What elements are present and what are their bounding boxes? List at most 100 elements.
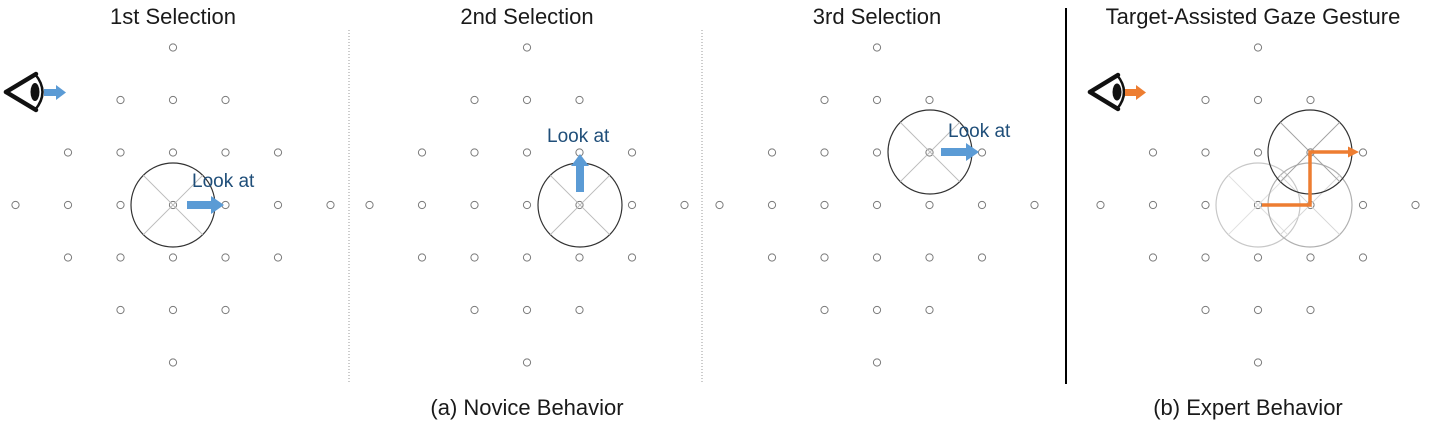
right-arrow-panel-3 <box>941 143 979 161</box>
target-dot <box>116 253 125 262</box>
target-dot <box>522 200 532 210</box>
target-dot <box>1201 305 1210 315</box>
target-dot <box>1201 148 1210 157</box>
target-dot <box>470 148 479 157</box>
target-dot <box>1253 305 1263 315</box>
target-dot <box>872 43 882 52</box>
target-dot <box>1148 253 1158 262</box>
target-dot <box>273 253 283 262</box>
target-dot <box>417 148 427 157</box>
panel-3-title: 3rd Selection <box>813 4 941 29</box>
target-dot <box>820 95 829 105</box>
target-dot <box>1358 200 1368 210</box>
target-dot <box>925 305 934 315</box>
target-dot <box>522 148 532 157</box>
target-dot <box>872 148 882 157</box>
target-dot <box>767 148 777 157</box>
target-dot <box>168 305 178 315</box>
target-dot <box>680 200 689 210</box>
target-dot <box>470 305 479 315</box>
target-dot <box>221 253 230 262</box>
target-dot <box>1096 200 1105 210</box>
target-dot <box>872 358 882 367</box>
target-dot <box>1306 305 1315 315</box>
target-dot <box>417 253 427 262</box>
look-at-label-panel-3: Look at <box>948 121 1011 142</box>
target-dot <box>872 253 882 262</box>
target-dot <box>820 148 829 157</box>
target-dot <box>522 305 532 315</box>
target-dot <box>1306 253 1315 262</box>
target-dot <box>1148 200 1158 210</box>
target-dot <box>116 148 125 157</box>
target-dot <box>715 200 724 210</box>
target-dot <box>221 148 230 157</box>
up-arrow-panel-2 <box>571 154 589 192</box>
target-dot <box>820 305 829 315</box>
target-dot <box>168 253 178 262</box>
target-dot <box>470 253 479 262</box>
target-dot <box>767 253 777 262</box>
target-dot <box>273 148 283 157</box>
target-dot <box>11 200 20 210</box>
panel-2-title: 2nd Selection <box>460 4 593 29</box>
target-grid-panel-3 <box>715 43 1039 367</box>
target-dot <box>116 305 125 315</box>
gaze-arrow-icon-expert <box>1125 85 1146 100</box>
target-dot <box>977 253 987 262</box>
target-dot <box>221 95 230 105</box>
target-dot <box>1411 200 1420 210</box>
target-dot <box>1306 95 1315 105</box>
target-dot <box>977 148 987 157</box>
target-dot <box>116 200 125 210</box>
target-dot <box>1253 43 1263 52</box>
target-dot <box>326 200 335 210</box>
panel-1-title: 1st Selection <box>110 4 236 29</box>
target-dot <box>1253 358 1263 367</box>
target-dot <box>1253 148 1263 157</box>
target-dot <box>116 95 125 105</box>
target-dot <box>925 95 934 105</box>
eye-icon <box>3 71 44 113</box>
target-dot <box>1201 200 1210 210</box>
target-dot <box>872 95 882 105</box>
target-dot <box>365 200 374 210</box>
target-dot <box>1030 200 1039 210</box>
target-dot <box>1358 148 1368 157</box>
target-dot <box>1253 95 1263 105</box>
target-grid-panel-4 <box>1096 43 1420 367</box>
caption-novice-behavior: (a) Novice Behavior <box>430 395 623 420</box>
target-dot <box>872 200 882 210</box>
target-dot <box>221 305 230 315</box>
target-dot <box>522 253 532 262</box>
target-dot <box>168 148 178 157</box>
target-dot <box>417 200 427 210</box>
target-dot <box>767 200 777 210</box>
target-dot <box>470 200 479 210</box>
target-dot <box>273 200 283 210</box>
right-arrow-panel-1 <box>187 196 224 214</box>
target-dot <box>575 253 584 262</box>
target-dot <box>63 148 73 157</box>
target-dot <box>820 253 829 262</box>
target-dot <box>627 200 637 210</box>
target-grid-panel-2 <box>365 43 689 367</box>
target-dot <box>1201 95 1210 105</box>
target-dot <box>977 200 987 210</box>
target-dot <box>575 95 584 105</box>
target-dot <box>168 95 178 105</box>
look-at-label-panel-2: Look at <box>547 126 610 147</box>
gaze-arrow-icon-novice <box>44 85 66 100</box>
target-dot <box>820 200 829 210</box>
caption-expert-behavior: (b) Expert Behavior <box>1153 395 1343 420</box>
panel-4-title: Target-Assisted Gaze Gesture <box>1106 4 1401 29</box>
target-dot <box>522 43 532 52</box>
target-dot <box>1148 148 1158 157</box>
target-dot <box>522 95 532 105</box>
eye-icon <box>1087 72 1126 112</box>
target-dot <box>1201 253 1210 262</box>
look-at-label-panel-1: Look at <box>192 171 255 192</box>
target-dot <box>63 200 73 210</box>
